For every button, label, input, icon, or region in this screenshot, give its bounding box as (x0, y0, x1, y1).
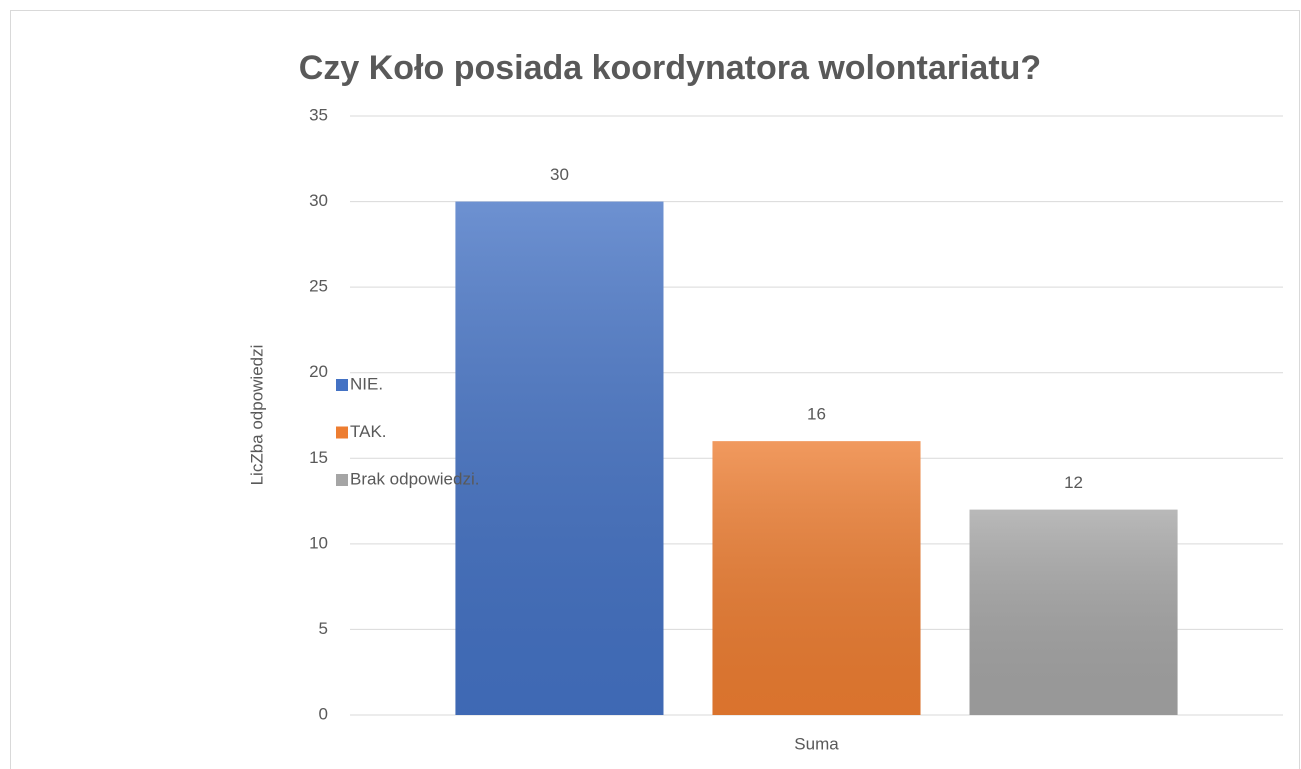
legend-label: TAK. (350, 422, 387, 441)
y-tick-label: 0 (319, 704, 328, 723)
legend-swatch (336, 426, 348, 439)
data-label: 16 (807, 405, 826, 424)
y-tick-label: 10 (309, 533, 328, 552)
y-axis-label: LicZba odpowiedzi (247, 345, 266, 486)
chart-border (10, 10, 1300, 769)
x-tick-label: Suma (794, 734, 839, 753)
y-tick-label: 35 (309, 105, 328, 124)
y-tick-label: 25 (309, 277, 328, 296)
y-tick-label: 30 (309, 191, 328, 210)
data-label: 30 (550, 165, 569, 184)
bar (969, 509, 1178, 715)
y-tick-label: 5 (319, 619, 328, 638)
legend-label: NIE. (350, 374, 383, 393)
bar (455, 201, 664, 716)
y-tick-label: 15 (309, 448, 328, 467)
legend-swatch (336, 474, 348, 486)
legend-label: Brak odpowiedzi. (350, 469, 479, 488)
chart-title: Czy Koło posiada koordynatora wolontaria… (299, 49, 1041, 87)
data-label: 12 (1064, 473, 1083, 492)
legend-swatch (336, 379, 348, 391)
y-tick-label: 20 (309, 362, 328, 381)
bar (712, 441, 921, 715)
